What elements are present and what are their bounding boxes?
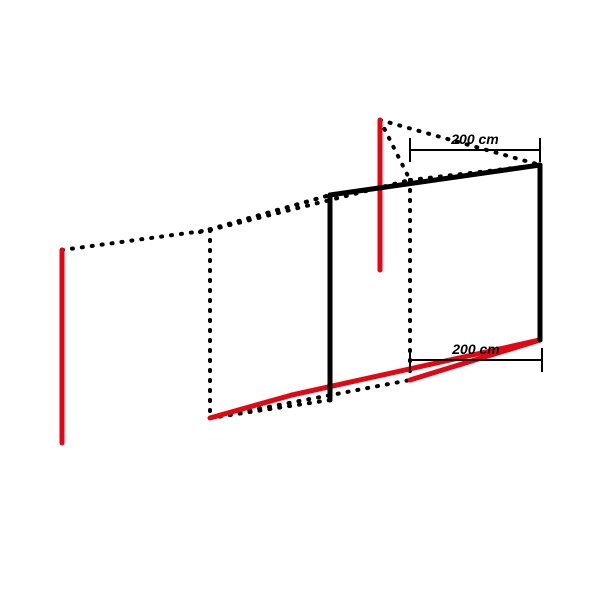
mirror-diag bbox=[200, 195, 330, 232]
dim-top-label: 200 cm bbox=[450, 131, 498, 147]
goal-net-diagram: 200 cm 200 cm bbox=[0, 0, 600, 600]
dim-bottom-label: 200 cm bbox=[451, 341, 499, 357]
mirror-top-bar bbox=[62, 230, 210, 250]
post-to-back-top bbox=[380, 120, 410, 180]
front-crossbar bbox=[330, 165, 540, 195]
